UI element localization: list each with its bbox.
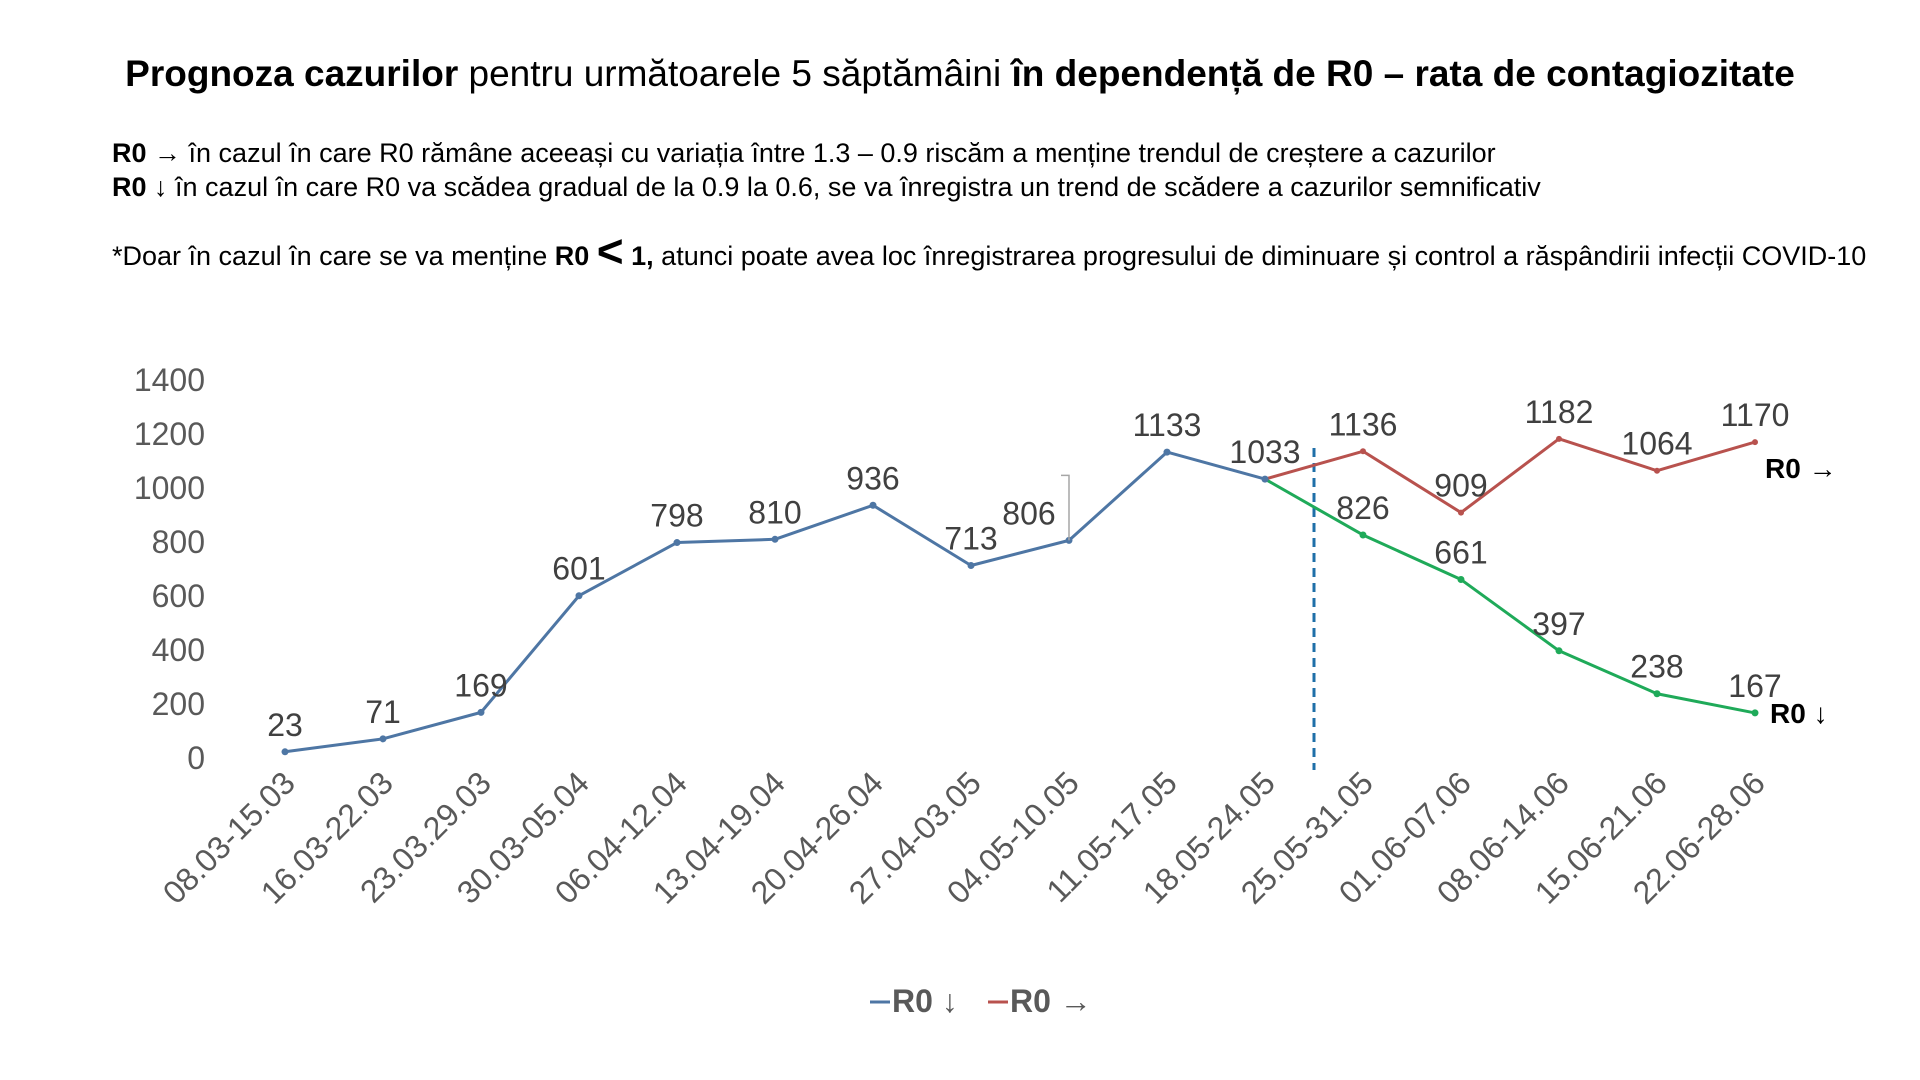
y-tick-label: 1400 [134, 362, 205, 398]
footnote-start: *Doar în cazul în care se va menține [112, 241, 555, 271]
data-label: 1133 [1133, 407, 1202, 443]
data-label: 826 [1336, 490, 1389, 526]
scenario-notes: R0 → în cazul în care R0 rămâne aceeași … [112, 136, 1874, 204]
note-stable: R0 → în cazul în care R0 rămâne aceeași … [112, 136, 1874, 170]
data-label: 661 [1434, 535, 1487, 571]
data-label: 1064 [1621, 426, 1692, 462]
series-line-r0-decrease [1264, 477, 1756, 715]
data-label: 1170 [1721, 397, 1790, 433]
data-label: 167 [1728, 668, 1781, 704]
note-stable-text: în cazul în care R0 rămâne aceeași cu va… [181, 138, 1496, 168]
data-point [1261, 475, 1269, 483]
data-point [281, 748, 289, 756]
footnote-one: 1, [631, 241, 654, 271]
data-point [1654, 467, 1660, 474]
page-title: Prognoza cazurilor pentru următoarele 5 … [0, 52, 1920, 96]
data-point [1360, 448, 1366, 455]
data-label: 238 [1630, 649, 1683, 685]
y-tick-label: 1200 [134, 416, 205, 452]
data-label: 23 [267, 707, 303, 743]
title-bold-start: Prognoza cazurilor [125, 53, 459, 94]
data-label: 713 [944, 520, 997, 556]
footnote: *Doar în cazul în care se va menține R0 … [112, 228, 1874, 277]
legend-label: R0 → [1010, 983, 1092, 1019]
data-point [1457, 576, 1465, 584]
note-stable-label: R0 → [112, 138, 182, 168]
end-label-r0-stable: R0 → [1765, 453, 1837, 484]
title-bold-end: în dependență de R0 – rata de contagiozi… [1011, 53, 1795, 94]
data-label: 810 [748, 494, 801, 530]
data-label: 1182 [1525, 394, 1594, 430]
data-point [1556, 435, 1562, 442]
data-point [1653, 690, 1661, 698]
footnote-end: atunci poate avea loc înregistrarea prog… [653, 241, 1867, 271]
data-point [1458, 509, 1464, 516]
data-point [967, 561, 975, 569]
data-point [1751, 709, 1759, 717]
data-point [477, 708, 485, 716]
title-normal: pentru următoarele 5 săptămâini [458, 53, 1012, 94]
data-point [869, 501, 877, 509]
footnote-less-than: < [596, 225, 624, 277]
data-label: 1033 [1229, 434, 1300, 470]
y-tick-label: 200 [152, 686, 205, 722]
data-label: 601 [552, 551, 605, 587]
footnote-r0: R0 [554, 241, 590, 271]
data-point [673, 539, 681, 547]
y-tick-label: 600 [152, 578, 205, 614]
y-tick-label: 0 [187, 740, 205, 776]
data-point [1752, 439, 1758, 446]
note-decrease-label: R0 ↓ [112, 172, 168, 202]
data-label: 1136 [1329, 406, 1398, 442]
y-tick-label: 1000 [134, 470, 205, 506]
data-label: 397 [1532, 606, 1585, 642]
data-label: 806 [1002, 495, 1055, 531]
note-decrease-text: în cazul în care R0 va scădea gradual de… [167, 172, 1541, 202]
data-label: 909 [1434, 468, 1487, 504]
data-label: 71 [365, 694, 401, 730]
legend-label: R0 ↓ [892, 983, 958, 1019]
data-point [1163, 448, 1171, 456]
note-decrease: R0 ↓ în cazul în care R0 va scădea gradu… [112, 170, 1874, 204]
data-label: 169 [454, 667, 507, 703]
data-point [1555, 647, 1563, 655]
data-point [379, 735, 387, 743]
end-label-r0-decrease: R0 ↓ [1770, 698, 1828, 729]
data-label: 798 [650, 498, 703, 534]
data-point [575, 592, 583, 600]
data-point [771, 535, 779, 543]
data-label: 936 [846, 460, 899, 496]
series-line-r0-stable [1264, 437, 1756, 515]
y-tick-label: 400 [152, 632, 205, 668]
y-tick-label: 800 [152, 524, 205, 560]
data-point [1359, 531, 1367, 539]
label-leader-line [1061, 474, 1070, 541]
